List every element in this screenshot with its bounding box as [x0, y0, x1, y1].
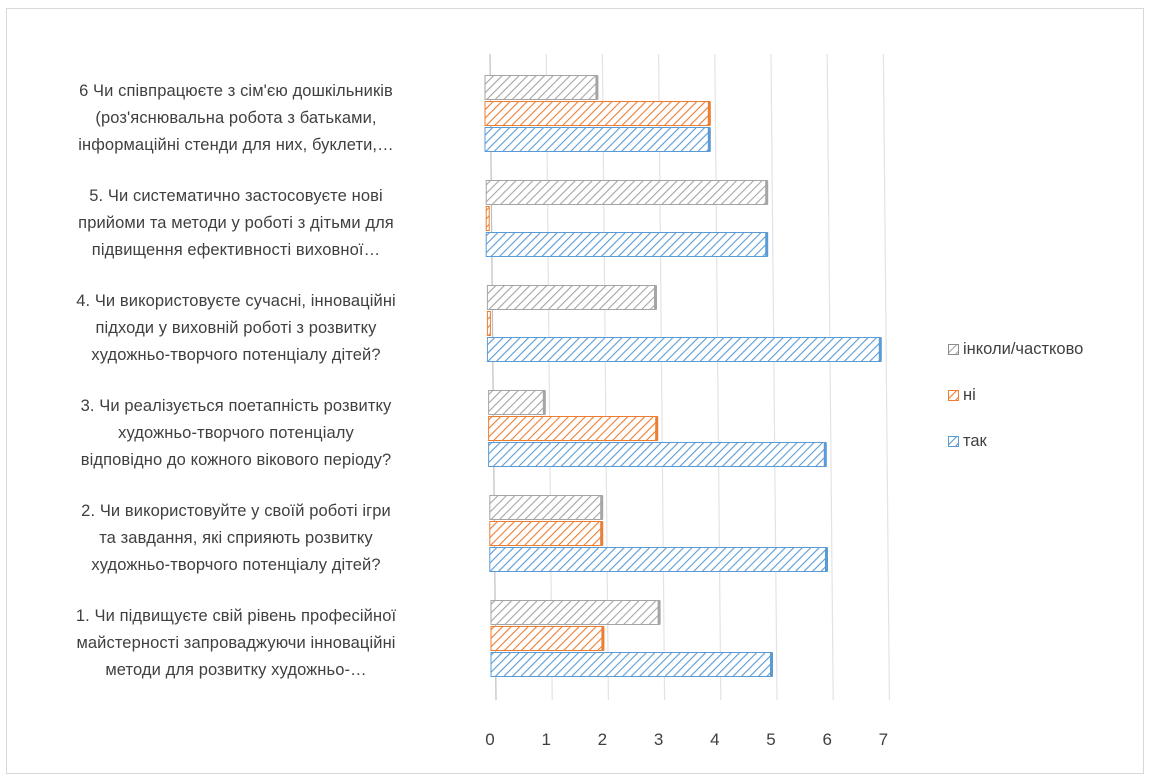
bar-yes-0: [484, 127, 711, 152]
gridline-0: [489, 53, 497, 701]
category-label-line: (роз'яснювальна робота з батьками,: [95, 109, 377, 127]
bar-sometimes-0: [484, 75, 598, 100]
bar-yes-2: [486, 337, 882, 362]
category-label-line: 5. Чи систематично застосовуєте нові: [89, 187, 383, 205]
category-label-5: 1. Чи підвищуєте свій рівень професійної…: [10, 603, 462, 684]
x-axis-ticks: 0 1 2 3 4 5 6 7: [485, 730, 888, 749]
gridline-4: [714, 53, 722, 701]
bar-cap-yes-2: [878, 337, 882, 362]
category-label-line: художньо-творчого потенціалу дітей?: [91, 556, 381, 574]
category-label-line: підвищення ефективності виховної…: [91, 241, 381, 259]
bar-no-3: [488, 416, 658, 441]
bar-yes-3: [488, 442, 827, 467]
legend-label-yes: так: [963, 431, 987, 450]
bar-cap-yes-5: [770, 652, 773, 677]
legend-swatch-sometimes: [948, 343, 959, 355]
category-label-line: художньо-творчого потенціалу дітей?: [91, 346, 381, 364]
bar-sometimes-4: [489, 495, 603, 520]
gridline-3: [658, 53, 666, 701]
category-label-line: майстерності запроваджуючи інноваційні: [76, 634, 396, 652]
bar-cap-yes-1: [765, 232, 769, 257]
bar-cap-sometimes-2: [654, 285, 657, 310]
x-tick-label-2: 2: [598, 730, 607, 749]
bar-no-5: [490, 626, 604, 651]
legend-item-sometimes: інколи/частково: [948, 338, 1083, 360]
x-tick-label-5: 5: [766, 730, 775, 749]
gridline-2: [601, 53, 609, 701]
category-label-2: 4. Чи використовуєте сучасні, інноваційн…: [10, 288, 462, 369]
bar-sometimes-2: [486, 285, 657, 310]
bar-sometimes-3: [488, 390, 546, 415]
category-label-line: 4. Чи використовуєте сучасні, інноваційн…: [76, 292, 396, 310]
category-label-line: художньо-творчого потенціалу: [118, 424, 354, 442]
legend-swatch-no: [948, 389, 959, 401]
category-label-line: 3. Чи реалізується поетапність розвитку: [80, 397, 392, 415]
bar-cap-sometimes-3: [542, 390, 546, 415]
bar-sometimes-1: [485, 180, 768, 205]
bar-no-1: [485, 206, 490, 231]
category-label-line: 2. Чи використовуйте у своїй роботі ігри: [81, 502, 391, 520]
x-tick-label-3: 3: [654, 730, 663, 749]
category-label-0: 6 Чи співпрацюєте з сім'єю дошкільників (…: [10, 78, 462, 159]
gridlines: [489, 53, 890, 701]
gridline-1: [545, 53, 553, 701]
x-tick-label-1: 1: [541, 730, 550, 749]
gridline-7: [882, 53, 890, 701]
category-label-line: та завдання, які сприяють розвитку: [99, 529, 373, 547]
bar-cap-sometimes-5: [657, 600, 661, 625]
category-label-line: прийоми та методи у роботі з дітьми для: [78, 214, 394, 232]
category-label-3: 3. Чи реалізується поетапність розвитку х…: [10, 393, 462, 474]
category-label-line: відповідно до кожного вікового періоду?: [80, 451, 392, 469]
bar-no-2: [486, 311, 491, 336]
legend-item-yes: так: [948, 430, 1083, 452]
x-tick-label-7: 7: [879, 730, 888, 749]
legend: інколи/частково ні так: [948, 338, 1083, 476]
bar-yes-5: [490, 652, 773, 677]
legend-item-no: ні: [948, 384, 1083, 406]
legend-label-no: ні: [963, 385, 976, 404]
bars: [484, 75, 882, 677]
bar-cap-yes-0: [707, 127, 711, 152]
x-tick-label-4: 4: [710, 730, 719, 749]
bar-cap-no-5: [601, 626, 605, 651]
category-label-1: 5. Чи систематично застосовуєте нові прий…: [10, 183, 462, 264]
bar-cap-yes-3: [823, 442, 827, 467]
category-label-line: підходи у виховній роботі з розвитку: [95, 319, 377, 337]
legend-label-sometimes: інколи/частково: [963, 339, 1084, 358]
category-label-line: інформаційні стенди для них, буклети,…: [78, 136, 394, 154]
bar-no-4: [489, 521, 603, 546]
bar-cap-sometimes-0: [595, 75, 599, 100]
category-label-line: 6 Чи співпрацюєте з сім'єю дошкільників: [79, 82, 393, 100]
bar-sometimes-5: [490, 600, 661, 625]
bar-cap-yes-4: [825, 547, 828, 572]
bar-cap-sometimes-1: [765, 180, 769, 205]
x-tick-label-6: 6: [822, 730, 831, 749]
bar-yes-1: [485, 232, 768, 257]
category-label-4: 2. Чи використовуйте у своїй роботі ігри…: [10, 498, 462, 579]
category-label-line: 1. Чи підвищуєте свій рівень професійної: [75, 607, 397, 625]
bar-cap-sometimes-4: [600, 495, 604, 520]
gridline-5: [770, 53, 778, 701]
bar-no-0: [484, 101, 711, 126]
x-tick-label-0: 0: [485, 730, 494, 749]
category-label-line: методи для розвитку художньо-…: [105, 661, 367, 679]
bar-cap-no-4: [600, 521, 604, 546]
legend-swatch-yes: [948, 435, 959, 447]
bar-yes-4: [489, 547, 828, 572]
gridline-6: [826, 53, 834, 701]
bar-cap-no-3: [655, 416, 659, 441]
bar-cap-no-0: [707, 101, 711, 126]
